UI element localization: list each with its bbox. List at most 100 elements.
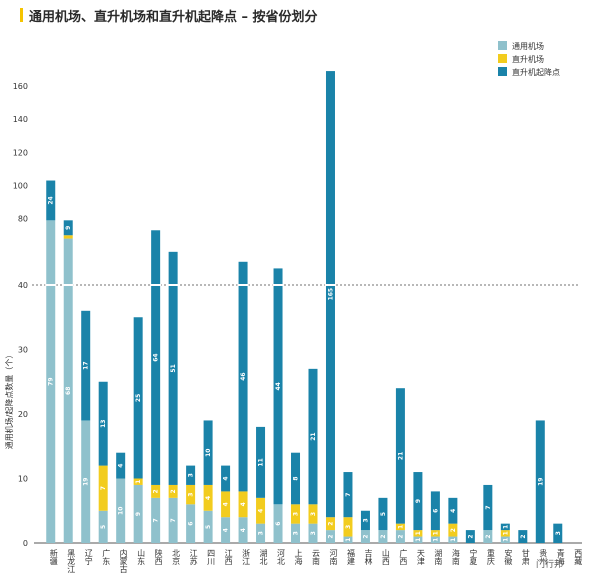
category-label: 黑龙江 [67,549,76,574]
bar-value-label: 79 [48,377,55,385]
bar-value-label: 64 [153,353,160,361]
bar-segment [500,536,510,543]
bar-segment [325,517,335,531]
bar-segment [203,510,213,543]
category-label: 宁夏 [469,548,478,565]
bar-value-label: 6 [432,509,439,513]
bar-value-label: 44 [275,382,282,390]
bar-segment [360,530,370,543]
bar-value-label: 2 [467,534,474,538]
bar-segment [413,530,423,537]
bar-segment [308,504,318,524]
category-label: 辽宁 [84,549,93,565]
category-label: 青海 [556,548,565,566]
bar-value-label: 165 [327,288,334,301]
bar-segment [98,510,108,543]
bar-value-label: 1 [415,538,422,542]
y-tick-label: 160 [13,82,28,91]
bar-segment [291,452,301,505]
bar-value-label: 17 [83,361,90,369]
category-label: 吉林 [364,549,373,566]
bar-value-label: 3 [188,473,195,477]
bar-value-label: 6 [275,522,282,526]
y-tick-label: 100 [13,182,28,191]
bar-value-label: 9 [65,226,72,230]
bar-segment [133,484,143,543]
legend-label: 直升机场 [512,54,544,64]
chart-title: 通用机场、直升机场和直升机起降点 – 按省份划分 [29,9,318,25]
bar-break-gap [150,284,162,286]
bar-segment [46,180,56,221]
bar-segment [133,478,143,485]
bar-value-label: 3 [310,512,317,516]
bar-value-label: 7 [345,493,352,497]
bar-segment [273,268,283,505]
category-label: 广西 [399,548,408,566]
y-tick-label: 40 [18,281,28,290]
bar-value-label: 1 [502,531,509,535]
bar-value-label: 4 [223,502,230,506]
category-label: 云南 [312,549,321,565]
bar-segment [151,497,161,543]
bar-segment [500,530,510,537]
bar-segment [308,368,318,505]
bar-segment [116,452,126,479]
legend-swatch [498,54,507,63]
bar-value-label: 5 [100,525,107,529]
bar-value-label: 68 [65,387,72,395]
bar-segment [203,484,213,511]
bar-value-label: 19 [83,478,90,486]
y-tick-label: 20 [18,410,28,419]
bar-value-label: 2 [397,534,404,538]
category-label: 江西 [224,549,233,566]
legend-swatch [498,67,507,76]
bar-segment [221,465,231,492]
bar-segment [465,530,475,543]
bar-break-gap [167,284,179,286]
bar-segment [186,465,196,485]
bar-segment [448,523,458,537]
bar-break-gap [324,284,336,286]
legend-label: 通用机场 [512,41,544,51]
bar-segment [203,420,213,485]
category-label: 陕西 [154,548,163,566]
bar-segment [168,251,178,485]
bar-value-label: 21 [397,452,404,460]
bar-break-gap [45,284,57,286]
bar-segment [221,517,231,543]
bar-value-label: 1 [415,531,422,535]
bar-segment [325,530,335,543]
category-label: 江苏 [189,549,198,566]
bar-segment [133,317,143,479]
category-label: 湖北 [259,549,268,566]
bar-value-label: 4 [223,528,230,532]
bar-value-label: 2 [362,534,369,538]
bar-segment [273,504,283,543]
bar-segment [238,261,248,492]
bar-value-label: 4 [205,496,212,500]
bar-segment [238,491,248,518]
bar-segment [430,491,440,531]
category-label: 河北 [277,548,286,566]
bar-segment [395,388,405,524]
bar-value-label: 7 [100,486,107,490]
bar-value-label: 3 [362,518,369,522]
category-label: 山东 [137,548,146,565]
category-label: 湖南 [434,549,443,565]
bar-value-label: 2 [485,534,492,538]
bar-value-label: 11 [258,458,265,466]
bar-segment [98,465,108,511]
bar-value-label: 3 [345,525,352,529]
bar-value-label: 2 [153,489,160,493]
bar-value-label: 1 [345,538,352,542]
bar-segment [483,530,493,543]
category-label: 安徽 [504,548,513,566]
bar-segment [535,420,545,543]
bar-value-label: 5 [380,512,387,516]
bar-segment [325,71,335,518]
bar-segment [116,478,126,543]
bar-value-label: 10 [205,449,212,457]
legend-label: 直升机起降点 [512,67,560,77]
bar-segment [151,484,161,498]
bar-value-label: 25 [135,394,142,402]
